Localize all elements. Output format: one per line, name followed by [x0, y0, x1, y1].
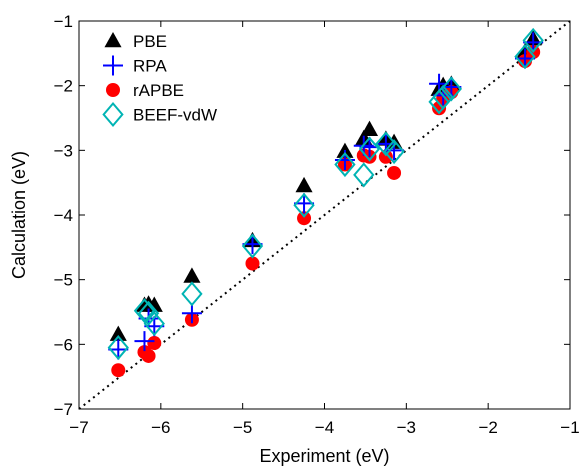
data-point-plus	[181, 303, 202, 324]
data-point-circle	[111, 363, 126, 378]
x-tick-label: −7	[69, 418, 88, 437]
data-point-diamond	[514, 44, 536, 70]
data-point-triangle	[360, 120, 379, 136]
x-axis-label: Experiment (eV)	[259, 446, 389, 466]
data-point-circle	[147, 336, 162, 351]
data-point-circle	[387, 165, 402, 180]
legend-marker-diamond	[102, 101, 124, 128]
data-point-diamond	[353, 162, 375, 188]
data-point-diamond	[133, 298, 156, 324]
series-pbe	[109, 30, 542, 341]
legend: PBE RPA rAPBE BEEF-vdW	[102, 32, 217, 128]
y-tick-label: −7	[54, 400, 73, 419]
data-point-diamond	[107, 335, 129, 361]
data-point-triangle	[145, 296, 163, 312]
data-point-circle	[378, 149, 393, 164]
data-point-triangle	[109, 325, 127, 341]
x-tick-label: −5	[233, 418, 252, 437]
x-tick-label: −4	[315, 418, 334, 437]
legend-marker-plus	[103, 55, 123, 76]
legend-item: rAPBE	[106, 81, 184, 100]
legend-item: PBE	[104, 32, 167, 51]
data-point-diamond	[383, 139, 405, 165]
data-point-triangle	[295, 176, 313, 193]
x-tick-label: −6	[151, 418, 170, 437]
x-tick-label: −2	[478, 418, 497, 437]
data-point-diamond	[181, 281, 203, 307]
legend-label: PBE	[133, 32, 167, 51]
data-points	[107, 27, 544, 378]
data-point-diamond	[522, 27, 544, 53]
x-tick-label: −3	[397, 418, 416, 437]
y-tick-label: −6	[54, 335, 73, 354]
legend-label: BEEF-vdW	[133, 106, 217, 125]
legend-label: rAPBE	[133, 81, 184, 100]
y-tick-label: −2	[54, 77, 73, 96]
y-tick-label: −1	[54, 12, 73, 31]
series-beef-vdw	[107, 27, 544, 361]
data-point-diamond	[440, 76, 463, 102]
data-point-diamond	[293, 192, 315, 218]
data-point-diamond	[143, 311, 165, 337]
data-point-diamond	[428, 89, 450, 115]
data-point-circle	[297, 211, 312, 226]
data-point-circle	[245, 256, 260, 271]
legend-label: RPA	[133, 57, 167, 76]
data-point-triangle	[183, 267, 201, 283]
data-point-diamond	[358, 136, 381, 162]
legend-item: RPA	[103, 55, 167, 76]
axis-ticks: −7 −6 −5 −4 −3 −2 −1 −7 −6 −5 −4 −3 −2 −1	[54, 12, 580, 437]
y-tick-label: −5	[54, 271, 73, 290]
data-point-diamond	[432, 84, 454, 110]
y-axis-label: Calculation (eV)	[9, 151, 29, 279]
data-point-plus	[134, 331, 155, 352]
identity-reference-line	[78, 20, 571, 410]
data-point-diamond	[241, 233, 264, 259]
legend-marker-circle	[106, 83, 120, 97]
legend-marker-triangle	[104, 32, 122, 48]
y-tick-label: −4	[54, 206, 73, 225]
y-tick-label: −3	[54, 141, 73, 160]
data-point-diamond	[334, 152, 356, 178]
data-point-diamond	[375, 131, 397, 157]
data-point-circle	[141, 348, 156, 363]
data-point-diamond	[137, 300, 160, 326]
legend-item: BEEF-vdW	[102, 101, 217, 128]
x-tick-label: −1	[560, 418, 579, 437]
